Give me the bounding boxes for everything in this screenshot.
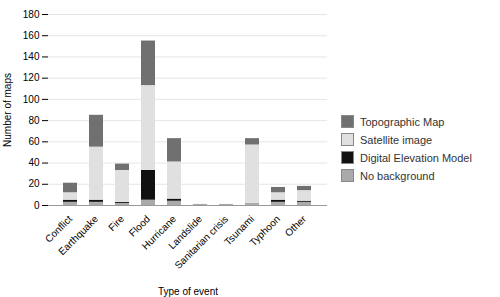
html-text:Topographic Map: Topographic Map — [360, 115, 445, 128]
svg-text:Conflict: Conflict — [42, 213, 75, 245]
svg-text:Flood: Flood — [126, 213, 153, 239]
html-text:Digital Elevation Model: Digital Elevation Model — [360, 151, 472, 164]
svg-text:Landslide: Landslide — [166, 213, 205, 252]
svg-text:80: 80 — [28, 115, 40, 126]
svg-text:Other: Other — [283, 213, 309, 239]
svg-text:120: 120 — [23, 72, 40, 83]
svg-text:Earthquake: Earthquake — [56, 213, 100, 257]
svg-text:Type of event: Type of event — [158, 286, 218, 297]
svg-text:Sanitarian crisis: Sanitarian crisis — [172, 213, 230, 271]
html-text:Satellite image: Satellite image — [360, 133, 433, 146]
svg-text:60: 60 — [28, 136, 40, 147]
svg-text:Number of maps: Number of maps — [2, 73, 13, 147]
svg-text:Typhoon: Typhoon — [247, 213, 282, 248]
svg-text:160: 160 — [23, 30, 40, 41]
svg-text:20: 20 — [28, 178, 40, 189]
svg-text:Fire: Fire — [106, 213, 126, 233]
svg-text:140: 140 — [23, 51, 40, 62]
svg-text:40: 40 — [28, 157, 40, 168]
html-text:No background: No background — [360, 169, 435, 182]
svg-text:100: 100 — [23, 94, 40, 105]
svg-text:Tsunami: Tsunami — [222, 213, 257, 248]
svg-text:0: 0 — [34, 200, 40, 211]
svg-text:180: 180 — [23, 9, 40, 20]
svg-text:Hurricane: Hurricane — [139, 213, 179, 252]
